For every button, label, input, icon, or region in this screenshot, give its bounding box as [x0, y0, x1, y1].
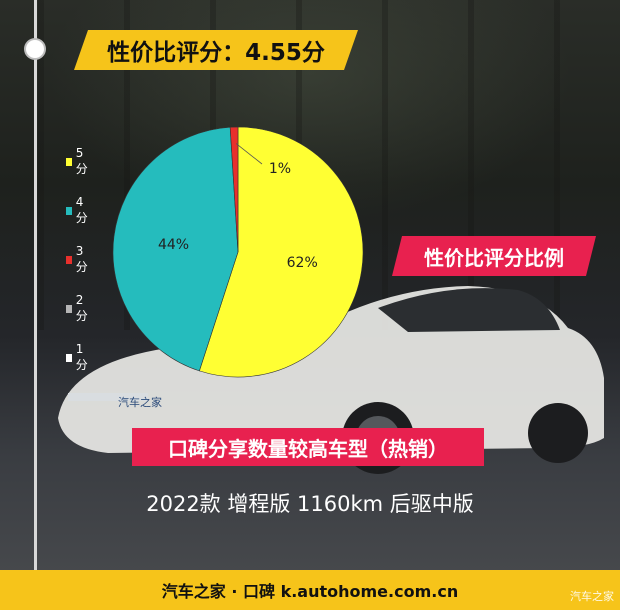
- legend-item: 1分: [66, 342, 90, 373]
- footer-bar: 汽车之家 · 口碑 k.autohome.com.cn: [0, 570, 620, 610]
- pie-slice: [229, 126, 239, 253]
- timeline-dot: [26, 40, 44, 58]
- slice-leader-line: [235, 143, 263, 165]
- legend-label: 4分: [75, 195, 88, 225]
- legend-item: 4分: [66, 195, 90, 226]
- legend-label: 5分: [75, 146, 88, 176]
- legend-swatch: [66, 255, 72, 264]
- footer-text: 汽车之家 · 口碑 k.autohome.com.cn: [161, 582, 459, 601]
- ratio-tag: 性价比评分比例: [392, 236, 596, 276]
- legend-item: 3分: [66, 244, 90, 275]
- slice-label: 1%: [269, 161, 291, 177]
- slice-label: 44%: [158, 237, 189, 253]
- legend-label: 1分: [75, 342, 88, 372]
- timeline-line: [34, 0, 37, 570]
- legend-swatch: [66, 353, 72, 362]
- legend-label: 3分: [75, 244, 88, 274]
- slice-label: 62%: [287, 255, 318, 271]
- legend-swatch: [66, 206, 72, 215]
- pie-slice: [112, 126, 239, 372]
- legend-swatch: [66, 304, 72, 313]
- score-title: 性价比评分：4.55分: [107, 40, 325, 66]
- legend-item: 5分: [66, 146, 90, 177]
- hot-model-tag: 口碑分享数量较高车型（热销）: [132, 428, 484, 466]
- legend-swatch: [66, 157, 72, 166]
- model-name: 2022款 增程版 1160km 后驱中版: [146, 492, 474, 516]
- legend-label: 2分: [75, 293, 88, 323]
- legend-item: 2分: [66, 293, 90, 324]
- hot-model-label: 口碑分享数量较高车型（热销）: [168, 436, 448, 461]
- watermark: 汽车之家: [570, 590, 614, 603]
- ratio-tag-label: 性价比评分比例: [424, 245, 564, 270]
- car-badge-text: 汽车之家: [118, 395, 162, 409]
- score-banner: 性价比评分：4.55分: [74, 30, 358, 70]
- pie-slice: [198, 126, 364, 378]
